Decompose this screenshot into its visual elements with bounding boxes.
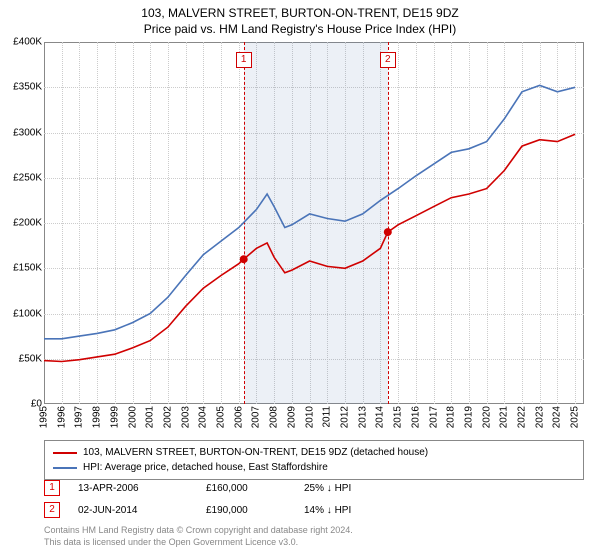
xtick-label: 1998 <box>92 406 103 428</box>
xtick-label: 2015 <box>393 406 404 428</box>
xtick-label: 2014 <box>375 406 386 428</box>
xtick-label: 2005 <box>216 406 227 428</box>
ytick-label: £250K <box>13 172 42 183</box>
legend-swatch-hpi <box>53 467 77 469</box>
event-row-1: 1 13-APR-2006 £160,000 25% ↓ HPI <box>44 480 584 496</box>
chart-container: 103, MALVERN STREET, BURTON-ON-TRENT, DE… <box>0 0 600 560</box>
xtick-label: 2006 <box>233 406 244 428</box>
xtick-label: 2024 <box>552 406 563 428</box>
xtick-label: 2003 <box>180 406 191 428</box>
xtick-label: 2012 <box>339 406 350 428</box>
event-row-2: 2 02-JUN-2014 £190,000 14% ↓ HPI <box>44 502 584 518</box>
xtick-label: 2000 <box>127 406 138 428</box>
xtick-label: 2008 <box>269 406 280 428</box>
event-date-1: 13-APR-2006 <box>78 483 188 494</box>
footnote-line-1: Contains HM Land Registry data © Crown c… <box>44 525 584 537</box>
event-marker-2: 2 <box>44 502 60 518</box>
event-price-1: £160,000 <box>206 483 286 494</box>
xtick-label: 2017 <box>428 406 439 428</box>
xtick-label: 2021 <box>499 406 510 428</box>
ytick-label: £100K <box>13 308 42 319</box>
ytick-label: £50K <box>19 353 42 364</box>
ytick-label: £150K <box>13 263 42 274</box>
events-table: 1 13-APR-2006 £160,000 25% ↓ HPI 2 02-JU… <box>44 480 584 524</box>
series-line-hpi <box>44 85 575 338</box>
ytick-label: £350K <box>13 82 42 93</box>
xtick-label: 1999 <box>109 406 120 428</box>
event-hpi-2: 14% ↓ HPI <box>304 505 404 516</box>
ytick-label: £200K <box>13 218 42 229</box>
event-hpi-1: 25% ↓ HPI <box>304 483 404 494</box>
title-block: 103, MALVERN STREET, BURTON-ON-TRENT, DE… <box>0 0 600 37</box>
ytick-label: £400K <box>13 37 42 48</box>
ytick-label: £300K <box>13 127 42 138</box>
xtick-label: 2018 <box>446 406 457 428</box>
footnote: Contains HM Land Registry data © Crown c… <box>44 525 584 548</box>
legend-label-hpi: HPI: Average price, detached house, East… <box>83 460 328 475</box>
event-marker-1: 1 <box>44 480 60 496</box>
legend: 103, MALVERN STREET, BURTON-ON-TRENT, DE… <box>44 440 584 480</box>
xtick-label: 2016 <box>410 406 421 428</box>
footnote-line-2: This data is licensed under the Open Gov… <box>44 537 584 549</box>
xtick-label: 1995 <box>39 406 50 428</box>
xtick-label: 2013 <box>357 406 368 428</box>
xtick-label: 2001 <box>145 406 156 428</box>
xtick-label: 2020 <box>481 406 492 428</box>
plot-svg <box>44 42 584 404</box>
xtick-label: 2025 <box>570 406 581 428</box>
event-point <box>384 228 392 236</box>
xtick-label: 2023 <box>534 406 545 428</box>
xtick-label: 2002 <box>162 406 173 428</box>
title-main: 103, MALVERN STREET, BURTON-ON-TRENT, DE… <box>0 6 600 22</box>
title-sub: Price paid vs. HM Land Registry's House … <box>0 22 600 38</box>
xtick-label: 1996 <box>56 406 67 428</box>
event-point <box>240 255 248 263</box>
xtick-label: 2009 <box>286 406 297 428</box>
xtick-label: 2010 <box>304 406 315 428</box>
xtick-label: 2007 <box>251 406 262 428</box>
event-date-2: 02-JUN-2014 <box>78 505 188 516</box>
legend-label-property: 103, MALVERN STREET, BURTON-ON-TRENT, DE… <box>83 445 428 460</box>
legend-row-hpi: HPI: Average price, detached house, East… <box>53 460 575 475</box>
series-line-property <box>44 134 575 361</box>
legend-swatch-property <box>53 452 77 454</box>
xtick-label: 2004 <box>198 406 209 428</box>
xtick-label: 2022 <box>517 406 528 428</box>
xtick-label: 2019 <box>463 406 474 428</box>
xtick-label: 2011 <box>322 406 333 428</box>
event-price-2: £190,000 <box>206 505 286 516</box>
legend-row-property: 103, MALVERN STREET, BURTON-ON-TRENT, DE… <box>53 445 575 460</box>
xtick-label: 1997 <box>74 406 85 428</box>
